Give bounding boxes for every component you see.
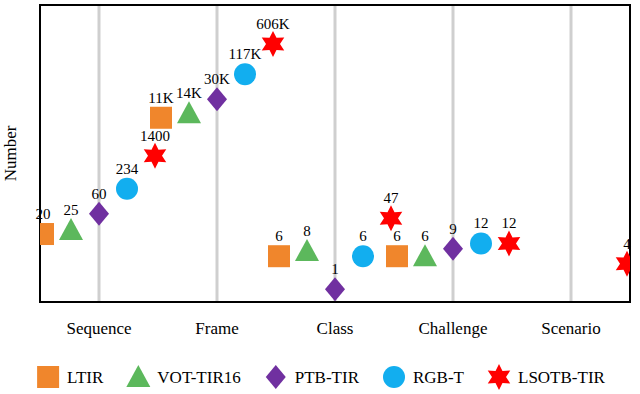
legend-label: LSOTB-TIR — [518, 368, 606, 387]
point — [498, 230, 521, 256]
data-label: 606K — [256, 16, 290, 32]
data-label: 11K — [148, 90, 173, 106]
legend-label: VOT-TIR16 — [157, 368, 240, 387]
data-label: 60 — [92, 186, 107, 202]
point — [443, 237, 463, 261]
x-tick-label: Challenge — [419, 319, 488, 338]
chart: Sequence Frame Class Challenge Scenario Numbe… — [0, 0, 640, 394]
data-label: 1 — [331, 261, 339, 277]
legend-marker — [37, 366, 59, 388]
data-label: 6 — [421, 228, 429, 244]
y-axis-label: Number — [1, 125, 20, 181]
point — [413, 244, 437, 266]
point — [59, 218, 83, 240]
grid-line — [334, 5, 337, 302]
legend-item: PTB-TIR — [266, 365, 360, 389]
point — [295, 239, 319, 261]
grid-line — [570, 5, 573, 302]
data-labels: 20 11K 6 6 25 14K 8 6 60 30K 1 9 234 117K 6 12 1400 606K 4… — [36, 16, 632, 277]
point — [144, 143, 167, 169]
data-label: 47 — [384, 190, 400, 206]
data-label: 6 — [359, 228, 367, 244]
x-tick-label: Class — [317, 319, 354, 338]
data-label: 14K — [176, 85, 202, 101]
point — [177, 101, 201, 123]
legend-item: LTIR — [37, 366, 104, 388]
point — [616, 251, 630, 277]
point — [89, 202, 109, 226]
point — [40, 223, 54, 245]
data-label: 234 — [116, 161, 139, 177]
point — [234, 63, 256, 85]
point — [268, 245, 290, 267]
grid-line — [216, 5, 219, 302]
data-label: 9 — [449, 221, 457, 237]
point — [325, 277, 345, 301]
data-label: 20 — [36, 206, 51, 222]
data-label: 1400 — [140, 128, 170, 144]
legend: LTIR VOT-TIR16 PTB-TIR RGB-T LSOTB-TIR — [37, 364, 605, 390]
data-label: 12 — [474, 215, 489, 231]
data-label: 12 — [502, 215, 517, 231]
point — [470, 232, 492, 254]
legend-marker — [383, 366, 405, 388]
point — [116, 178, 138, 200]
legend-marker — [266, 365, 286, 389]
legend-marker — [126, 365, 150, 387]
data-label: 30K — [204, 71, 230, 87]
grid-line — [98, 5, 101, 302]
data-label: 6 — [275, 228, 283, 244]
legend-marker — [488, 364, 511, 390]
x-tick-label: Sequence — [66, 319, 131, 338]
point — [386, 245, 408, 267]
plot-frame — [40, 5, 630, 302]
legend-label: RGB-T — [413, 368, 465, 387]
legend-label: LTIR — [67, 368, 104, 387]
legend-item: LSOTB-TIR — [488, 364, 606, 390]
legend-item: RGB-T — [383, 366, 465, 388]
marks — [40, 31, 630, 301]
x-tick-label: Frame — [195, 319, 238, 338]
legend-label: PTB-TIR — [295, 368, 360, 387]
data-label: 6 — [393, 228, 401, 244]
legend-item: VOT-TIR16 — [126, 365, 240, 387]
data-label: 4 — [623, 236, 631, 252]
point — [150, 107, 172, 129]
x-tick-label: Scenario — [541, 319, 600, 338]
point — [352, 245, 374, 267]
point — [207, 87, 227, 111]
data-label: 117K — [229, 46, 262, 62]
point — [262, 31, 285, 57]
data-label: 25 — [64, 202, 79, 218]
data-label: 8 — [303, 223, 311, 239]
